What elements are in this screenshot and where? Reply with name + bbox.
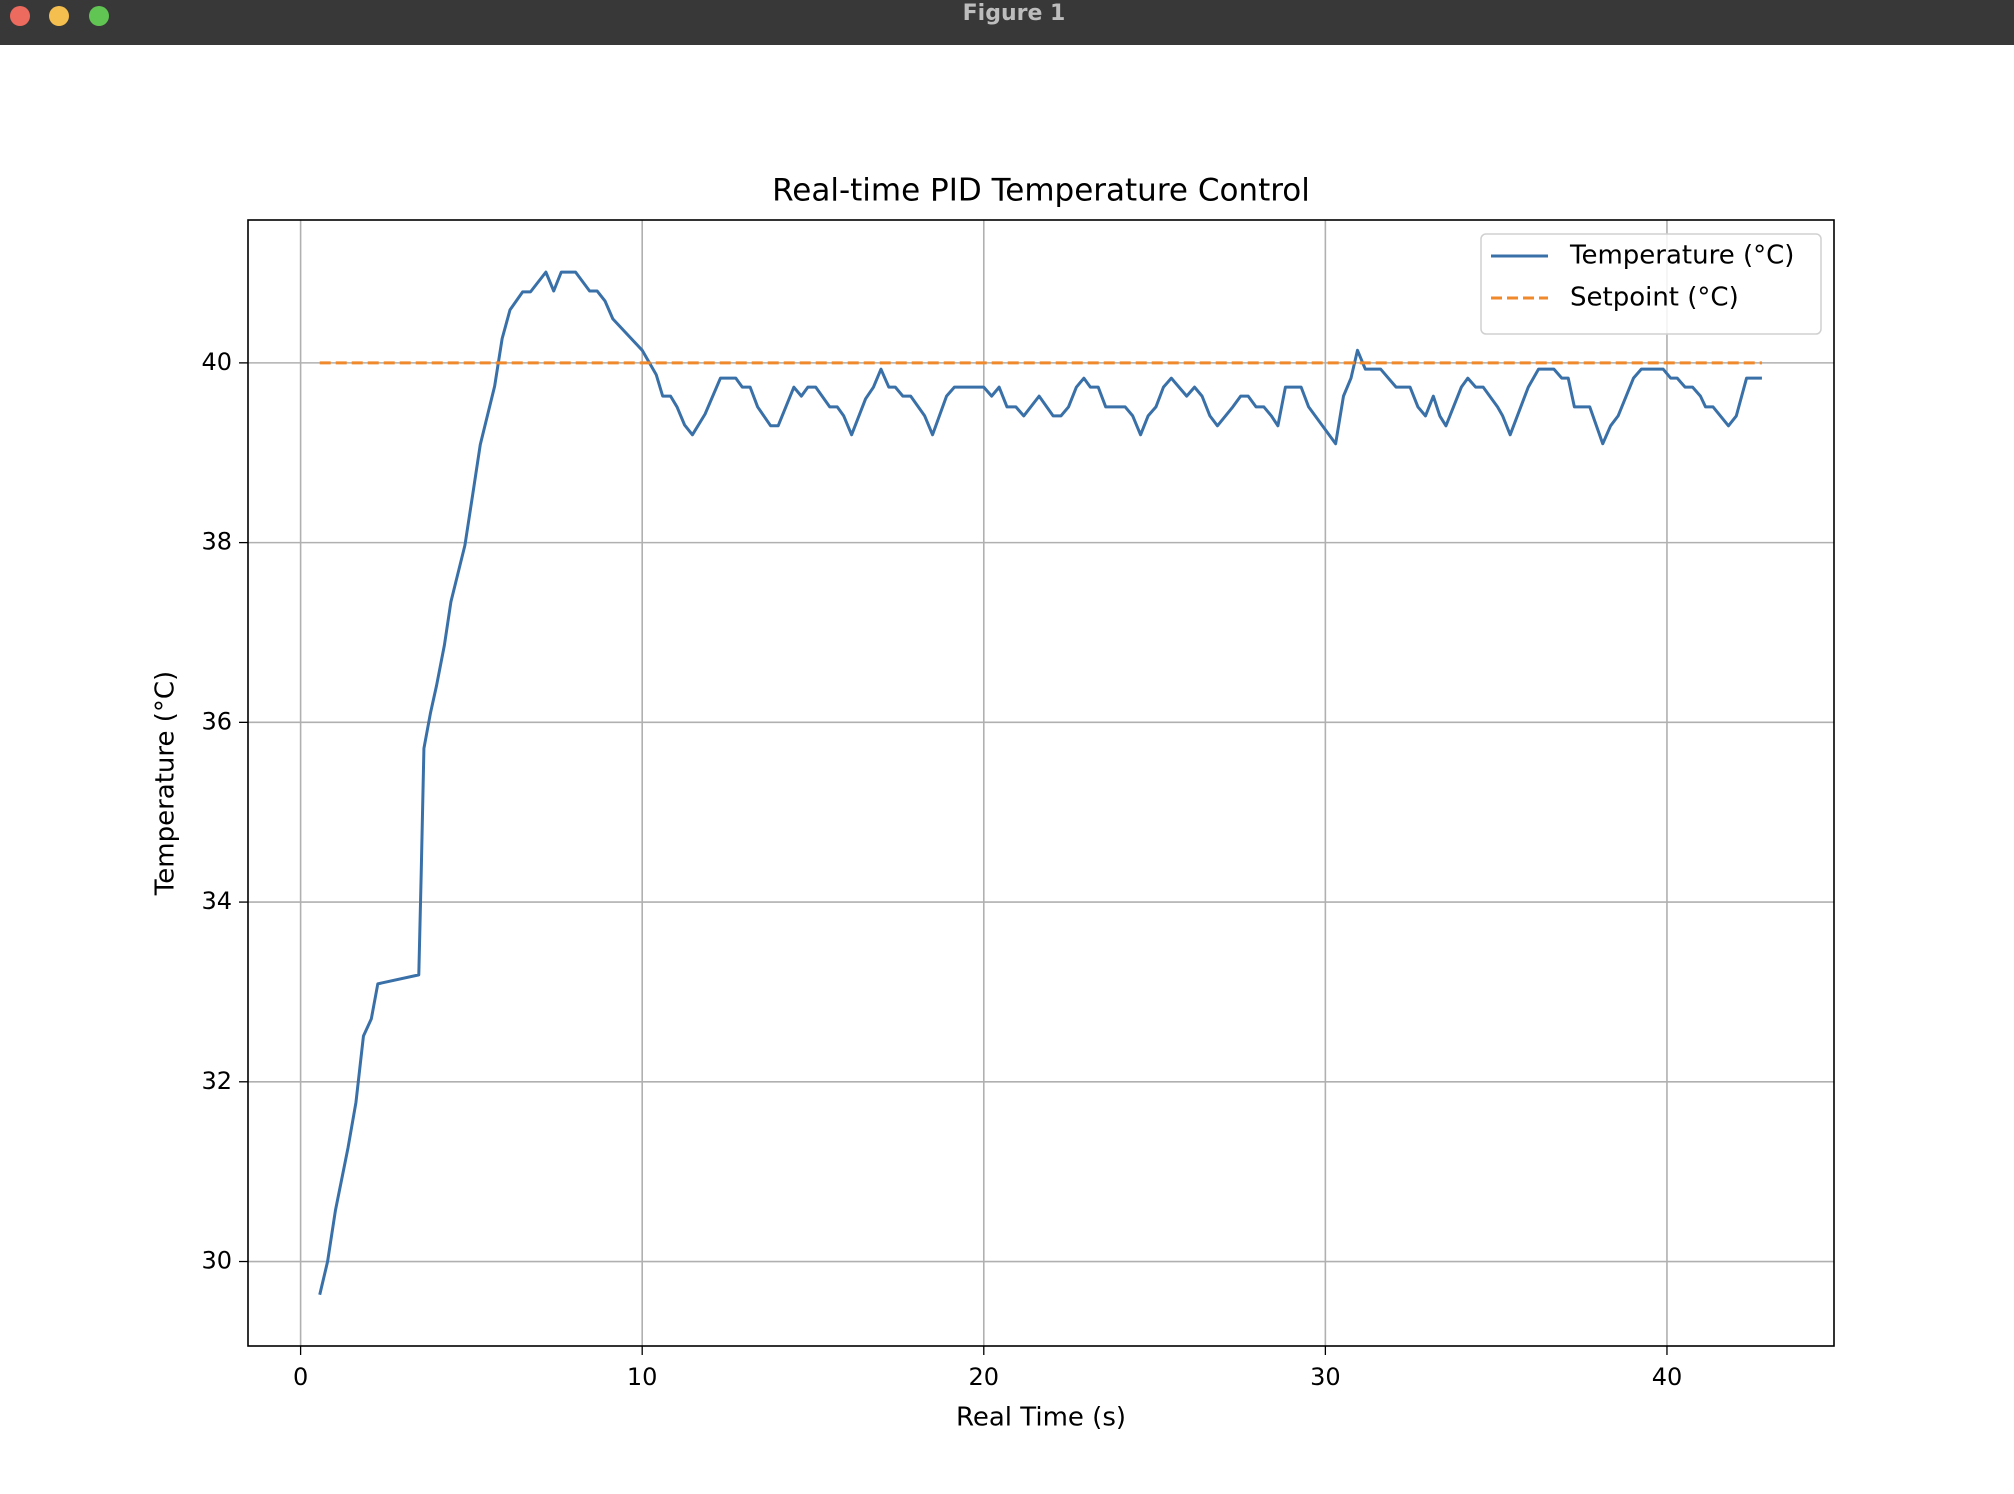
legend-label: Setpoint (°C) <box>1570 283 1739 313</box>
minimize-button[interactable] <box>49 6 69 26</box>
y-axis-label: Temperature (°C) <box>151 671 181 896</box>
y-tick-label: 32 <box>201 1067 232 1095</box>
x-tick-label: 30 <box>1310 1363 1341 1391</box>
chart-title: Real-time PID Temperature Control <box>772 173 1310 209</box>
window-title: Figure 1 <box>963 1 1066 26</box>
y-tick-label: 40 <box>201 348 232 376</box>
x-tick-label: 40 <box>1652 1363 1683 1391</box>
y-tick-label: 30 <box>201 1247 232 1275</box>
legend-box <box>1480 233 1822 335</box>
plot-area: 0 10 20 30 40 30 32 34 36 38 40 Temperature (°C) Set… <box>201 219 1835 1391</box>
y-tick-label: 38 <box>201 528 232 556</box>
title-bar <box>0 0 2014 45</box>
zoom-button[interactable] <box>89 6 109 26</box>
y-tick-label: 36 <box>201 707 232 735</box>
x-tick-label: 10 <box>627 1363 658 1391</box>
legend-label: Temperature (°C) <box>1569 241 1794 271</box>
x-tick-label: 0 <box>293 1363 308 1391</box>
close-button[interactable] <box>10 6 30 26</box>
x-tick-label: 20 <box>969 1363 1000 1391</box>
series-line <box>318 270 1762 1296</box>
y-tick-label: 34 <box>201 887 232 915</box>
x-axis-label: Real Time (s) <box>956 1403 1126 1433</box>
axes-frame <box>247 219 1835 1347</box>
